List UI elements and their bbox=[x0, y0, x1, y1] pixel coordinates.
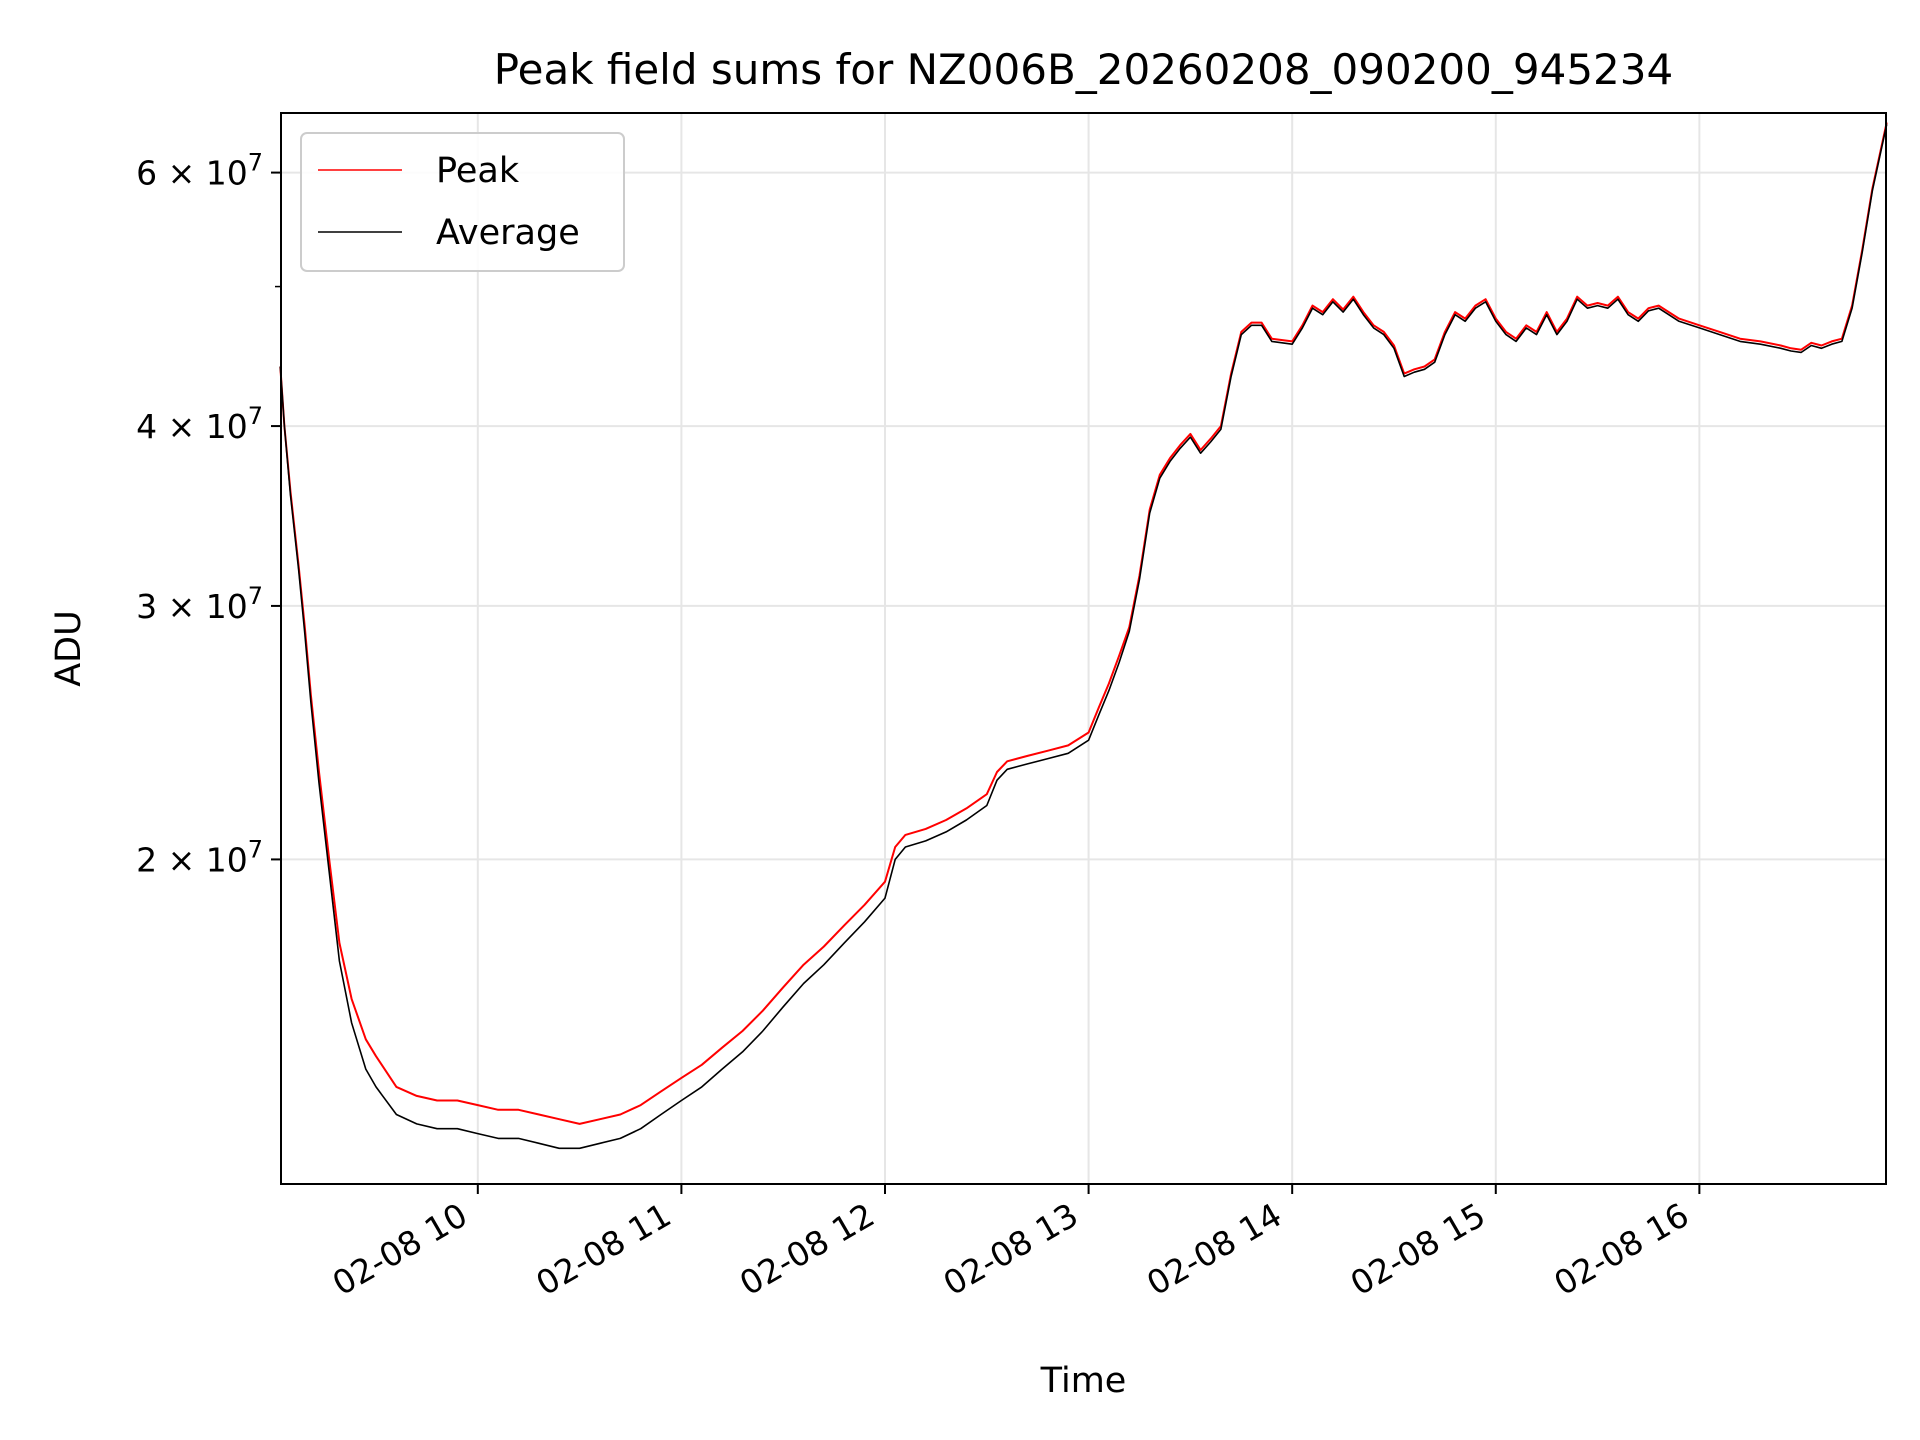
y-tick-label: 3 × 107 bbox=[136, 582, 263, 626]
legend-box bbox=[300, 132, 625, 272]
y-axis-label: ADU bbox=[49, 610, 89, 687]
series-layer bbox=[279, 122, 1888, 1150]
legend-label-peak: Peak bbox=[436, 151, 520, 191]
series-line-average bbox=[279, 124, 1888, 1150]
legend: Peak Average bbox=[300, 132, 625, 272]
x-axis-label: Time bbox=[1040, 1361, 1127, 1401]
y-tick-label: 2 × 107 bbox=[136, 835, 263, 879]
legend-label-average: Average bbox=[436, 213, 580, 253]
y-tick-label: 6 × 107 bbox=[136, 149, 263, 193]
series-line-peak bbox=[279, 122, 1888, 1125]
plot-frame bbox=[280, 112, 1887, 1185]
y-axis: 2 × 107 3 × 107 4 × 107 6 × 107 bbox=[136, 149, 281, 879]
grid bbox=[281, 113, 1886, 1184]
chart-title: Peak field sums for NZ006B_20260208_0902… bbox=[494, 45, 1673, 94]
y-tick-label: 4 × 107 bbox=[136, 402, 263, 446]
